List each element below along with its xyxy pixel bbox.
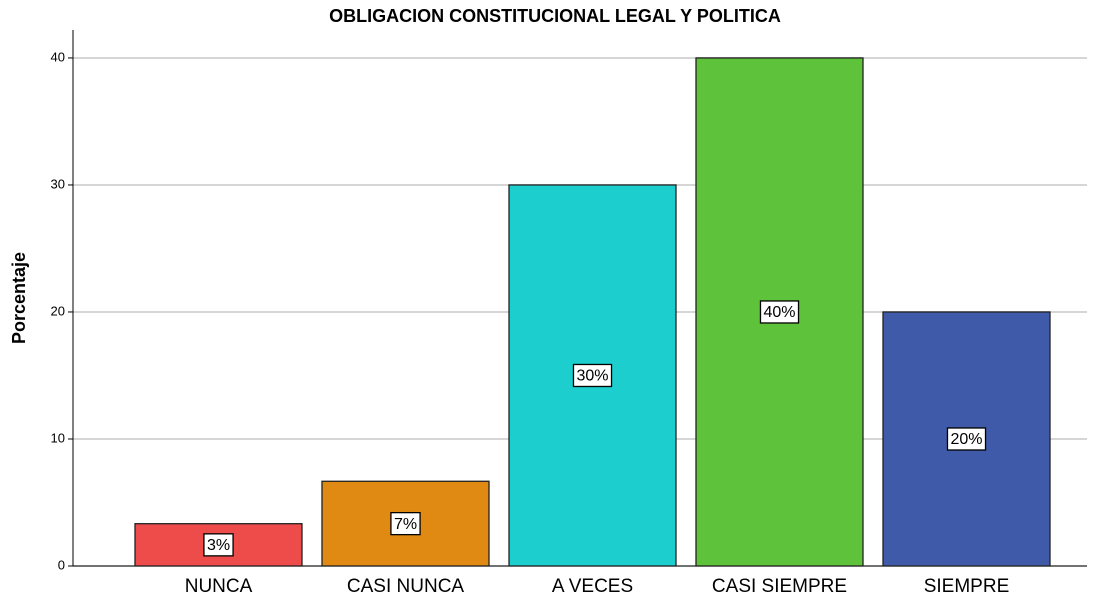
x-tick-label: CASI NUNCA [347,576,465,597]
x-tick-label: A VECES [552,576,633,597]
value-label-box [946,427,987,451]
value-label-box [759,300,800,324]
y-tick-label: 10 [51,430,65,445]
value-label: 20% [950,431,982,448]
y-tick-label: 20 [51,303,65,318]
y-tick-label: 40 [51,49,65,64]
y-tick-label: 30 [51,176,65,191]
value-label-box [203,533,234,557]
value-label: 3% [207,537,230,554]
x-tick-label: CASI SIEMPRE [712,576,847,597]
value-label: 7% [394,516,417,533]
value-label-box [572,363,613,388]
x-tick-label: SIEMPRE [924,576,1010,597]
y-tick-label: 0 [58,557,65,572]
x-tick-label: NUNCA [185,576,253,597]
y-axis-label: Porcentaje [9,252,29,344]
value-label: 30% [576,368,608,385]
value-label: 40% [763,304,795,321]
chart-title: OBLIGACION CONSTITUCIONAL LEGAL Y POLITI… [329,6,781,26]
value-label-box [390,511,421,536]
